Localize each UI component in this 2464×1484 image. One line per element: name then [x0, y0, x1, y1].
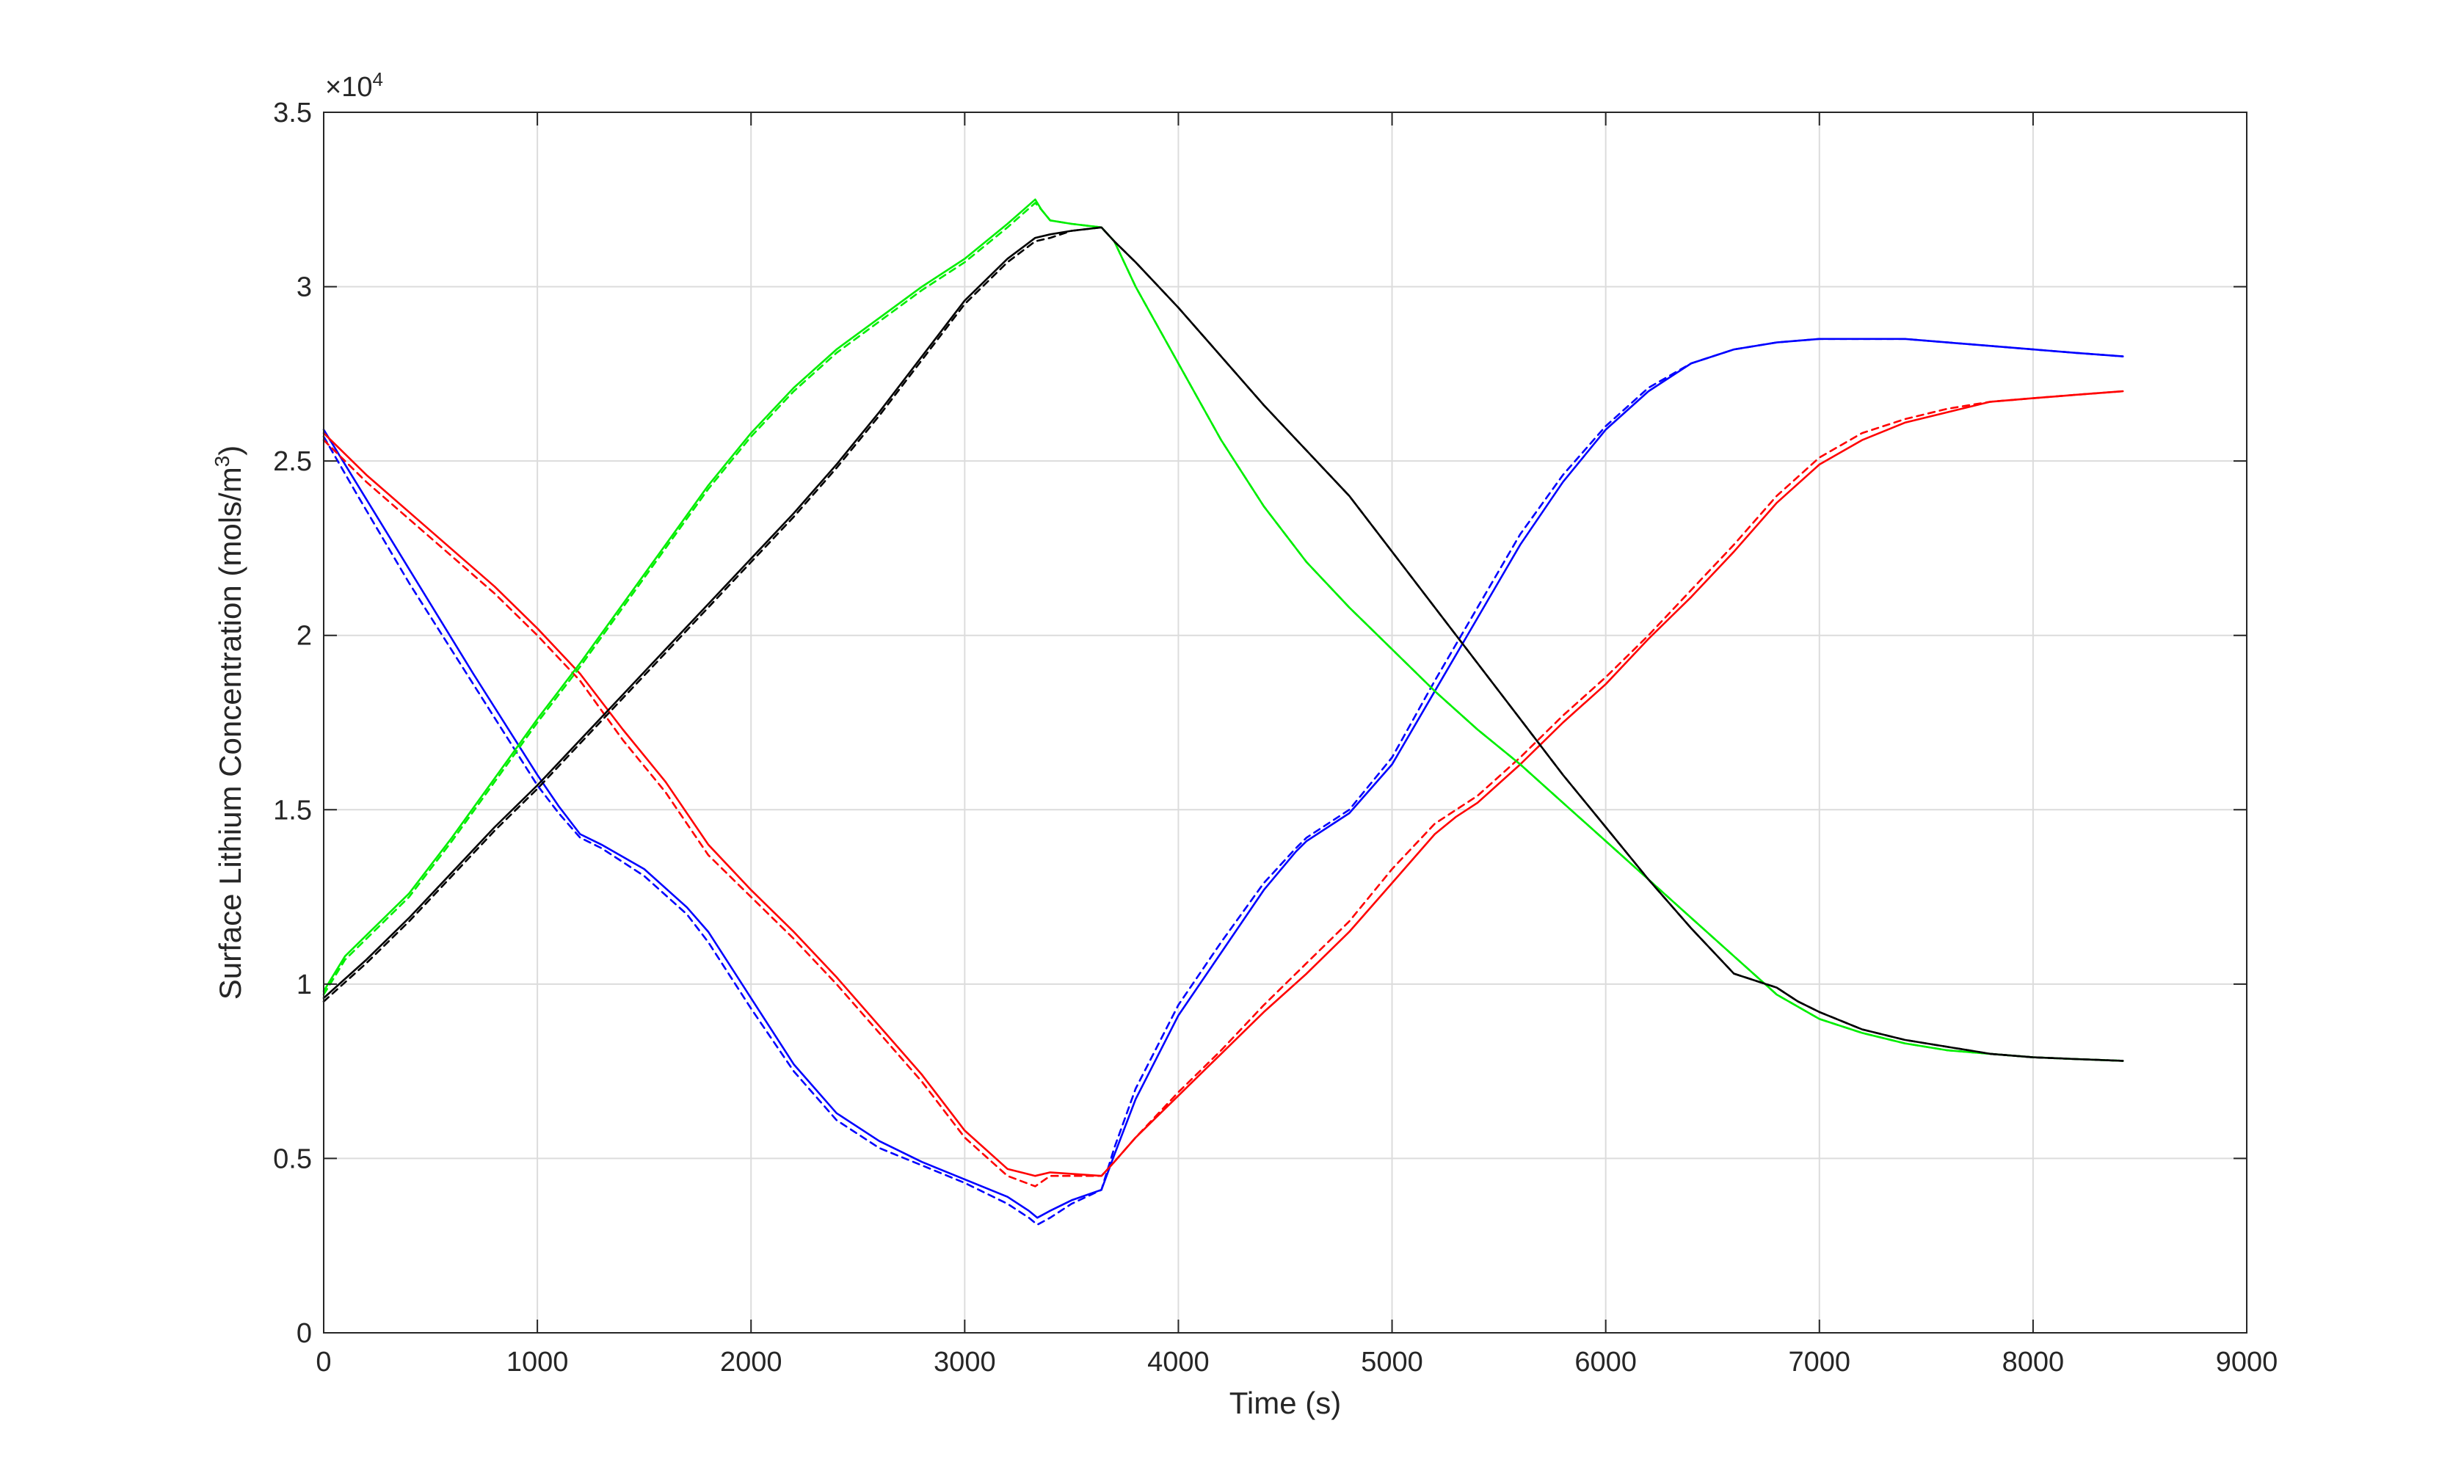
- y-axis-exponent-power: 4: [372, 68, 382, 90]
- x-tick-label: 9000: [2216, 1347, 2278, 1378]
- x-tick-label: 7000: [1789, 1347, 1851, 1378]
- plot-frame: [323, 112, 2247, 1334]
- y-tick-label: 0.5: [273, 1143, 312, 1174]
- y-tick-label: 2.5: [273, 446, 312, 477]
- y-axis-exponent-base: ×10: [325, 72, 372, 103]
- y-axis-label-superscript: 3: [211, 456, 233, 468]
- y-tick-label: 1.5: [273, 795, 312, 826]
- series-line-4-dashed: [322, 390, 2124, 1187]
- y-axis-label-main: Surface Lithium Concentration (mols/m: [213, 467, 247, 1000]
- x-tick-label: 1000: [506, 1347, 569, 1378]
- x-axis-ticks: 0 1000 2000 3000 4000 5000 6000 7000 8000 9000: [316, 112, 2278, 1378]
- series-line-3-solid: [322, 390, 2124, 1177]
- y-tick-label: 2: [297, 621, 312, 652]
- series-layer: [322, 198, 2124, 1226]
- series-line-8-dashed: [322, 226, 2124, 1062]
- y-tick-label: 3.5: [273, 98, 312, 128]
- x-tick-label: 4000: [1147, 1347, 1210, 1378]
- y-axis-ticks: 0 0.5 1 1.5 2 2.5 3 3.5: [273, 98, 2247, 1349]
- y-axis-label: Surface Lithium Concentration (mols/m3): [211, 445, 247, 1000]
- y-axis-label-suffix: ): [213, 445, 247, 456]
- x-tick-label: 8000: [2002, 1347, 2065, 1378]
- y-tick-label: 1: [297, 970, 312, 1000]
- y-tick-label: 0: [297, 1318, 312, 1349]
- x-tick-label: 6000: [1574, 1347, 1637, 1378]
- series-line-2-dashed: [322, 338, 2124, 1226]
- y-axis-exponent: ×104: [325, 68, 383, 103]
- x-tick-label: 5000: [1361, 1347, 1423, 1378]
- plot-area: [324, 112, 2247, 1333]
- x-tick-label: 2000: [720, 1347, 782, 1378]
- y-tick-label: 3: [297, 272, 312, 303]
- x-axis-label: Time (s): [1229, 1386, 1341, 1420]
- x-tick-label: 3000: [934, 1347, 996, 1378]
- x-tick-label: 0: [316, 1347, 331, 1378]
